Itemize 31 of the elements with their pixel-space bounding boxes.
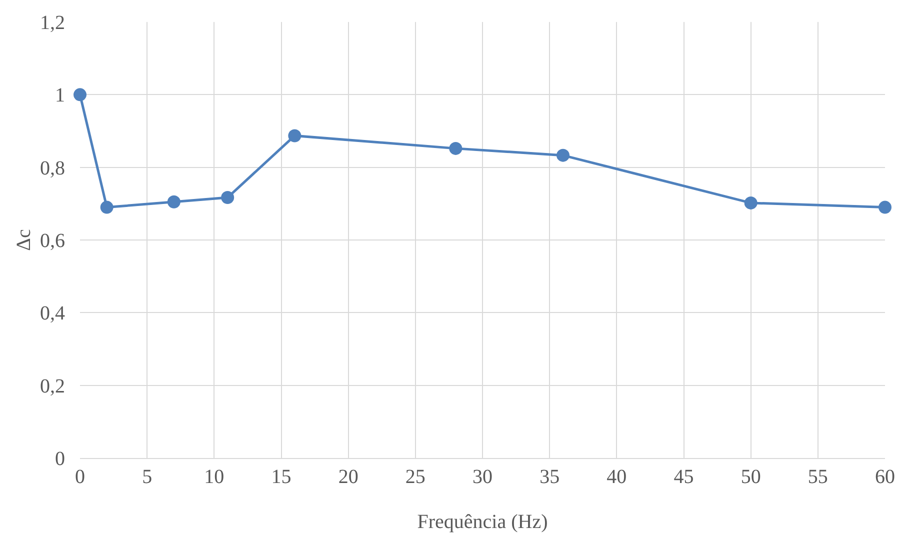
y-axis-title: Δc xyxy=(13,229,35,251)
x-tick-label: 60 xyxy=(875,466,895,488)
point xyxy=(449,142,462,155)
y-tick-label: 1 xyxy=(55,84,65,107)
y-tick-label: 0,2 xyxy=(40,375,65,398)
x-tick-label: 10 xyxy=(204,466,224,488)
x-tick-label: 5 xyxy=(142,466,152,488)
point xyxy=(556,148,570,162)
x-tick-label: 30 xyxy=(472,466,492,488)
point xyxy=(74,88,86,102)
x-axis-title: Frequência (Hz) xyxy=(417,511,548,533)
point xyxy=(744,196,758,210)
x-tick-label: 55 xyxy=(808,466,828,488)
y-tick-label: 1,2 xyxy=(40,12,65,34)
x-tick-label: 50 xyxy=(740,466,761,488)
y-tick-label: 0 xyxy=(55,448,65,470)
x-tick-label: 25 xyxy=(405,466,426,488)
y-tick-label: 0,4 xyxy=(40,302,65,325)
point xyxy=(288,129,302,142)
point xyxy=(221,190,234,204)
y-tick-label: 0,8 xyxy=(40,157,65,180)
point xyxy=(167,195,180,208)
x-tick-label: 15 xyxy=(271,466,292,488)
x-tick-label: 40 xyxy=(606,466,627,488)
point xyxy=(100,200,114,214)
y-tick-label: 0,6 xyxy=(40,230,65,252)
x-tick-label: 45 xyxy=(674,466,694,488)
x-tick-label: 20 xyxy=(338,466,358,488)
x-tick-label: 35 xyxy=(540,466,560,488)
point xyxy=(878,200,892,214)
x-tick-label: 0 xyxy=(75,466,85,488)
